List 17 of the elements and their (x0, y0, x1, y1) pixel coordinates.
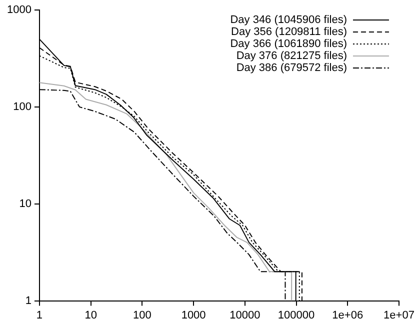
y-tick-label: 1000 (6, 4, 32, 16)
x-tick-label: 1e+06 (332, 309, 364, 322)
legend-label: Day 346 (1045906 files) (230, 14, 347, 26)
x-tick-label: 100 (133, 309, 152, 322)
y-tick-label: 100 (13, 100, 32, 113)
y-tick-label: 10 (19, 198, 32, 210)
legend-label: Day 366 (1061890 files) (230, 38, 347, 50)
x-tick-label: 1 (36, 309, 43, 322)
legend-label: Day 376 (821275 files) (236, 50, 347, 62)
y-tick-label: 1 (25, 294, 32, 307)
x-tick-label: 100000 (278, 309, 315, 322)
x-tick-label: 10000 (230, 309, 260, 322)
x-tick-label: 10 (84, 309, 97, 322)
legend-label: Day 356 (1209811 files) (231, 26, 347, 38)
x-tick-label: 1000 (181, 309, 206, 322)
legend-label: Day 386 (679572 files) (236, 62, 347, 74)
x-tick-label: 1e+07 (384, 309, 414, 322)
